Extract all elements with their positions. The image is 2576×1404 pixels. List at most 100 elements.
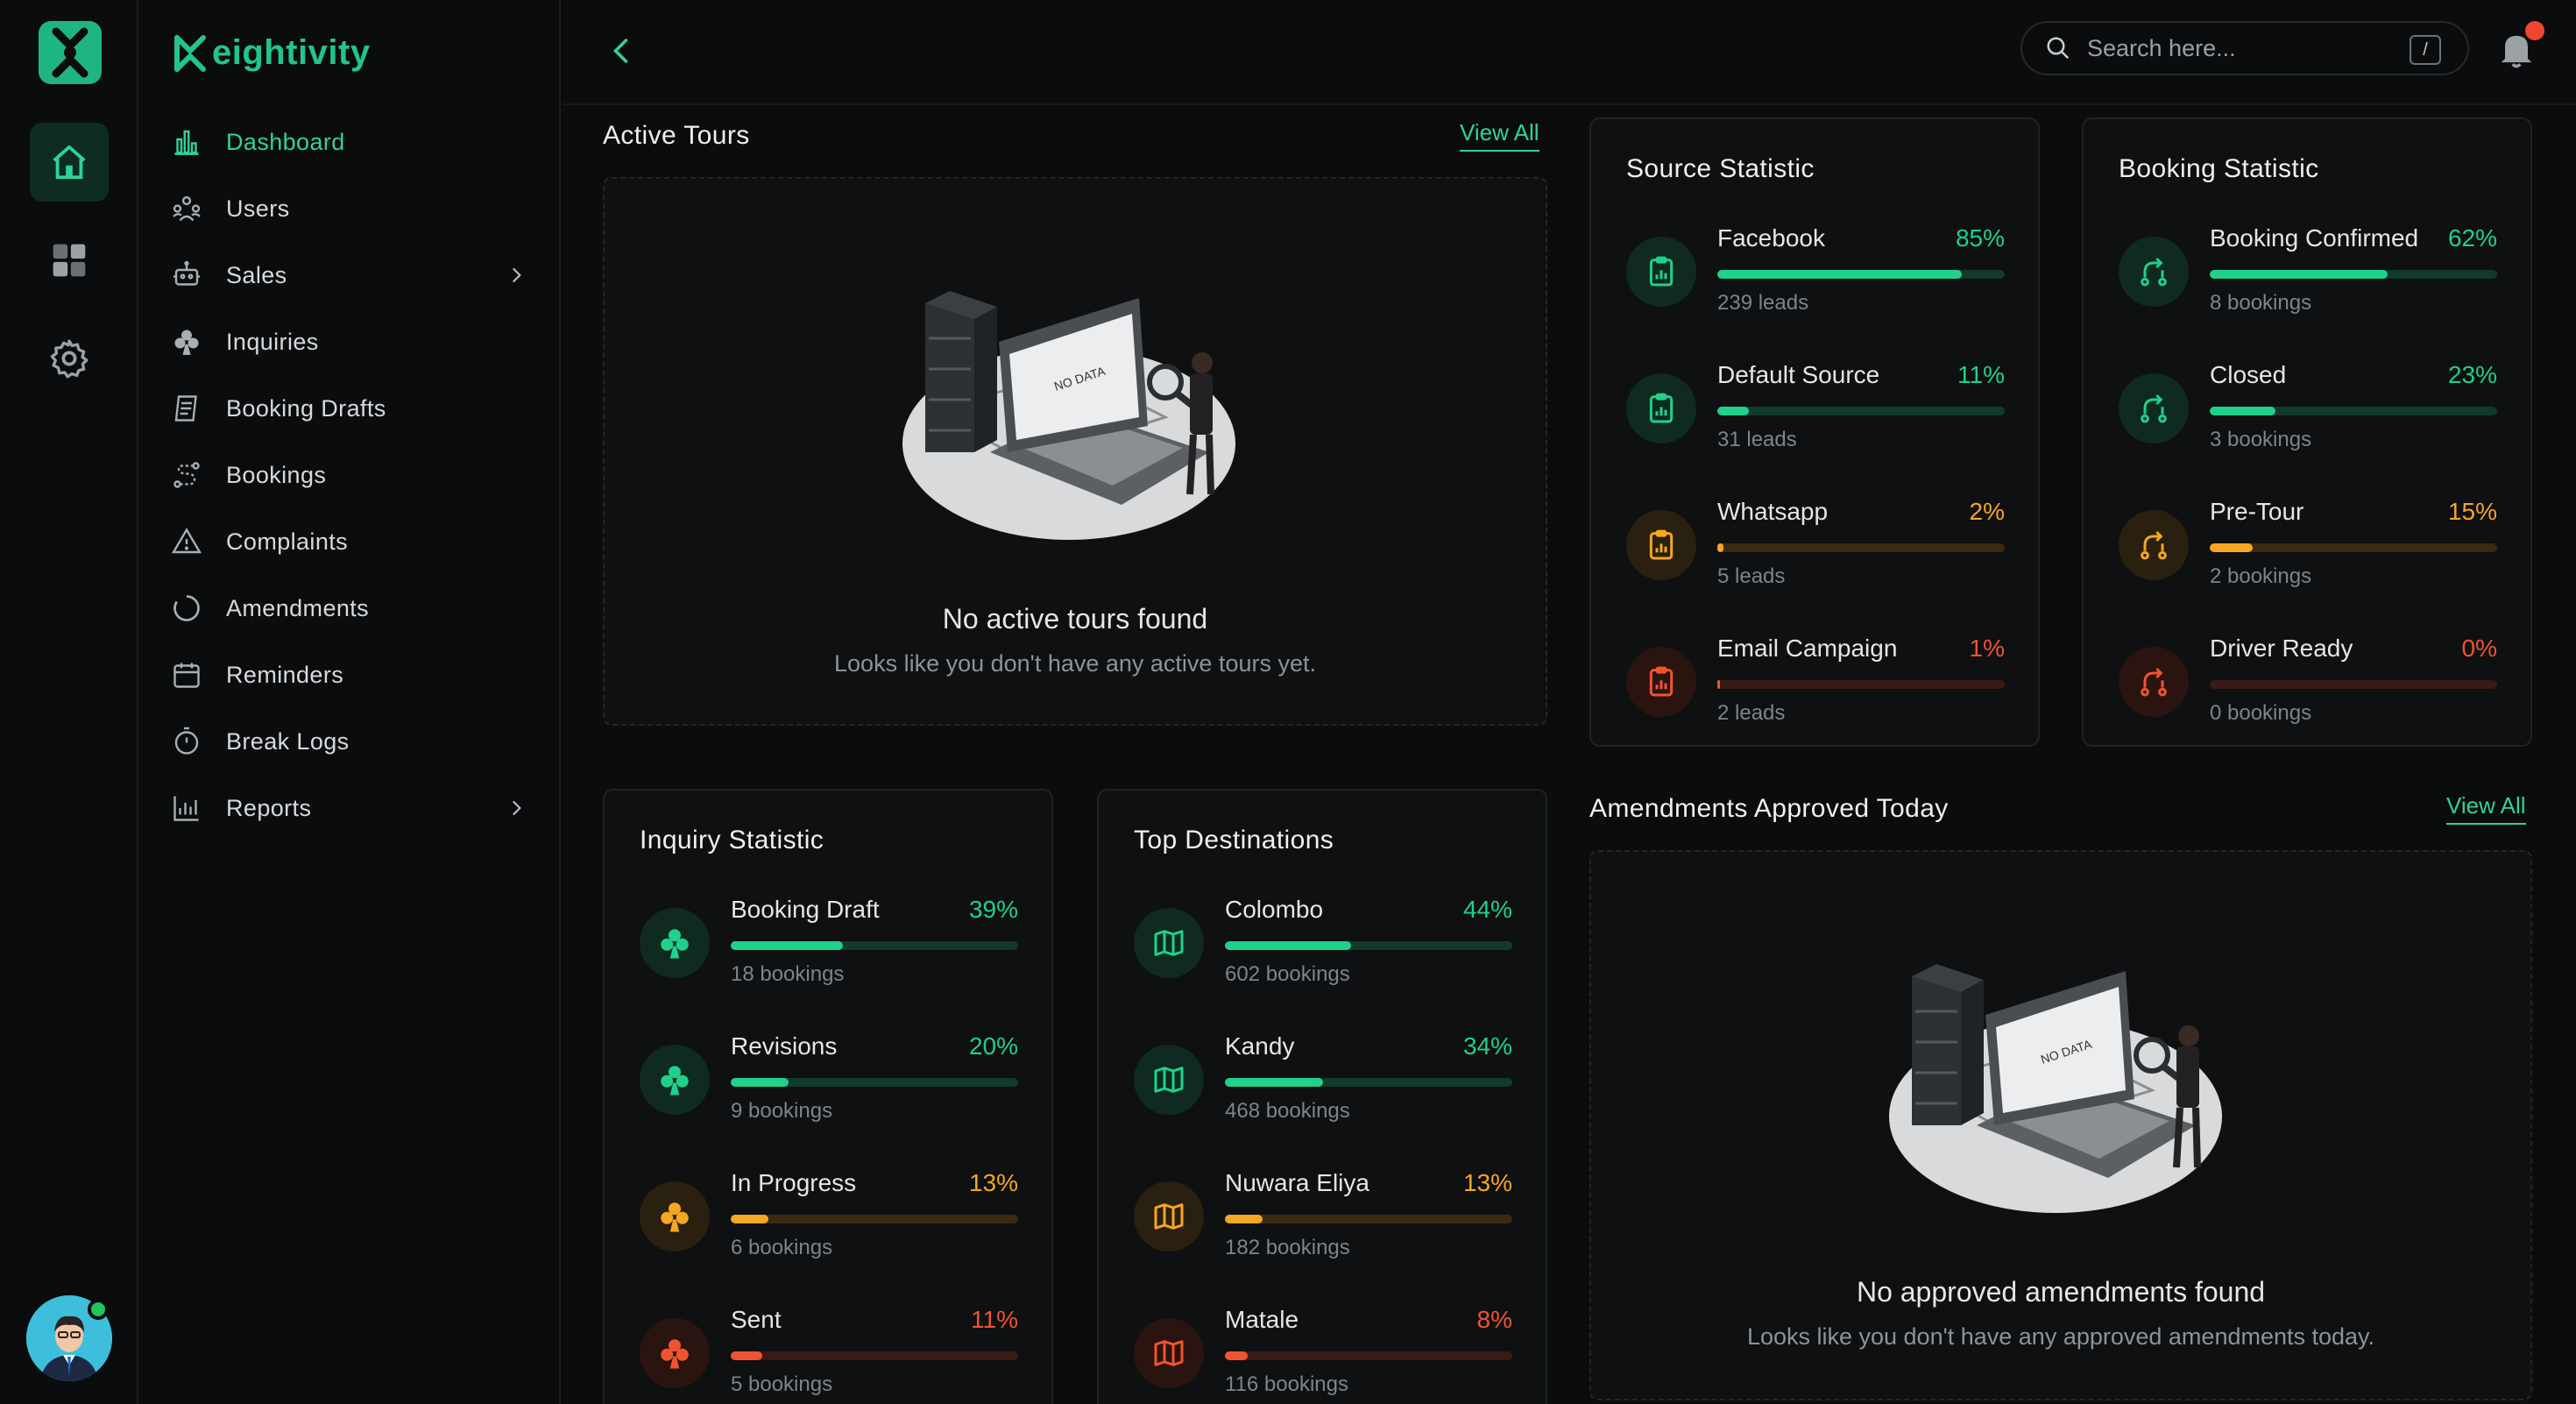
stat-progress-bar (2210, 680, 2497, 689)
stat-percent: 23% (2447, 361, 2497, 388)
nav-item-complaints[interactable]: Complaints (168, 508, 536, 575)
search-icon (2047, 37, 2070, 60)
club-icon (640, 908, 710, 978)
nav-item-dashboard[interactable]: Dashboard (168, 109, 536, 175)
stat-name: Nuwara Eliya (1225, 1169, 1369, 1196)
stat-name: Booking Draft (731, 896, 880, 923)
nav-item-bookings[interactable]: Bookings (168, 442, 536, 508)
stat-count: 18 bookings (731, 962, 845, 986)
brand-mark-icon (174, 34, 206, 72)
stat-progress-fill (1717, 407, 1750, 415)
active-tours-title: Active Tours (603, 121, 750, 150)
stat-name: Booking Confirmed (2210, 224, 2419, 252)
stat-percent: 11% (1957, 361, 2005, 388)
stat-row: Facebook 85% 239 leads (1626, 224, 2005, 330)
stat-progress-fill (731, 941, 843, 950)
nav-item-break-logs[interactable]: Break Logs (168, 708, 536, 775)
map-icon (1134, 1181, 1204, 1252)
home-icon (53, 145, 86, 180)
stat-count: 182 bookings (1225, 1236, 1350, 1259)
stat-percent: 1% (1969, 635, 2005, 662)
stat-percent: 62% (2447, 224, 2497, 252)
stat-name: In Progress (731, 1169, 857, 1196)
stat-count: 602 bookings (1225, 962, 1350, 986)
stat-percent: 44% (1462, 896, 1512, 923)
route-arrow-icon (2119, 510, 2189, 580)
stat-name: Facebook (1717, 224, 1825, 252)
stat-progress-fill (731, 1351, 763, 1360)
sidebar-nav: eightivity Dashboard Users Sales In (140, 0, 561, 1404)
active-tours-empty-subtitle: Looks like you don't have any active tou… (834, 650, 1316, 677)
nav-label: Users (226, 195, 290, 222)
stat-progress-fill (1225, 1078, 1323, 1087)
stat-row: Matale 8% 116 bookings (1134, 1306, 1512, 1404)
amendments-empty-title: No approved amendments found (1856, 1276, 2266, 1308)
clipboard-chart-icon (1626, 647, 1696, 717)
nav-label: Break Logs (226, 727, 350, 755)
bar-chart-icon (170, 125, 203, 159)
map-icon (1134, 908, 1204, 978)
clipboard-chart-icon (1626, 510, 1696, 580)
nav-item-sales[interactable]: Sales (168, 242, 536, 308)
nav-item-amendments[interactable]: Amendments (168, 575, 536, 642)
gear-icon (50, 339, 88, 379)
calendar-icon (170, 658, 203, 691)
rail-grid-button[interactable] (30, 221, 109, 300)
club-icon (170, 325, 203, 358)
stat-name: Revisions (731, 1032, 838, 1060)
user-avatar[interactable] (26, 1295, 112, 1381)
rail-home-button[interactable] (30, 123, 109, 202)
stat-name: Pre-Tour (2210, 498, 2304, 525)
chevron-right-icon (512, 267, 521, 283)
grid-icon (53, 244, 86, 277)
bell-icon[interactable] (2494, 26, 2539, 72)
active-tours-empty-state: NO DATA No active tours found Looks like… (603, 177, 1547, 726)
reports-icon (170, 791, 203, 825)
avatar-icon (26, 1295, 112, 1381)
stat-count: 2 leads (1717, 701, 1786, 725)
stat-percent: 39% (968, 896, 1018, 923)
drafts-icon (170, 392, 203, 425)
nav-item-booking-drafts[interactable]: Booking Drafts (168, 375, 536, 442)
stat-progress-bar (1717, 270, 2005, 279)
route-icon (170, 458, 203, 492)
stat-progress-bar (731, 1215, 1018, 1223)
stat-count: 5 leads (1717, 564, 1786, 588)
nav-item-users[interactable]: Users (168, 175, 536, 242)
nav-label: Inquiries (226, 328, 319, 355)
nav-label: Bookings (226, 461, 327, 488)
nav-item-inquiries[interactable]: Inquiries (168, 308, 536, 375)
icon-rail (0, 0, 138, 1404)
route-arrow-icon (2119, 647, 2189, 717)
map-icon (1134, 1318, 1204, 1388)
stat-progress-bar (1225, 941, 1512, 950)
back-button[interactable] (601, 30, 643, 72)
stat-count: 239 leads (1717, 291, 1809, 315)
nav-item-reports[interactable]: Reports (168, 775, 536, 841)
stat-progress-fill (731, 1215, 768, 1223)
booking-statistic-title: Booking Statistic (2119, 154, 2319, 183)
route-arrow-icon (2119, 237, 2189, 307)
active-tours-view-all-link[interactable]: View All (1460, 119, 1539, 152)
stat-progress-bar (2210, 543, 2497, 552)
stat-count: 2 bookings (2210, 564, 2312, 588)
nav-label: Amendments (226, 594, 370, 621)
stat-progress-fill (2210, 270, 2388, 279)
source-statistic-title: Source Statistic (1626, 154, 1815, 183)
search-input[interactable] (2087, 34, 2403, 62)
stat-count: 116 bookings (1225, 1372, 1348, 1396)
nav-item-reminders[interactable]: Reminders (168, 642, 536, 708)
stat-progress-fill (1717, 680, 1721, 689)
booking-statistic-card: Booking Statistic Booking Confirmed 62% … (2082, 117, 2532, 747)
stat-progress-bar (2210, 407, 2497, 415)
rail-settings-button[interactable] (30, 319, 109, 398)
search-box[interactable]: / (2020, 21, 2469, 75)
amendments-view-all-link[interactable]: View All (2446, 792, 2526, 825)
nav-label: Sales (226, 261, 287, 288)
brand-logo[interactable]: eightivity (172, 33, 371, 73)
stat-name: Matale (1225, 1306, 1299, 1333)
stat-progress-bar (1225, 1078, 1512, 1087)
logo-icon[interactable] (37, 19, 103, 86)
stat-name: Kandy (1225, 1032, 1295, 1060)
amendments-empty-state: NO DATA No approved amendments found Loo… (1589, 850, 2532, 1400)
